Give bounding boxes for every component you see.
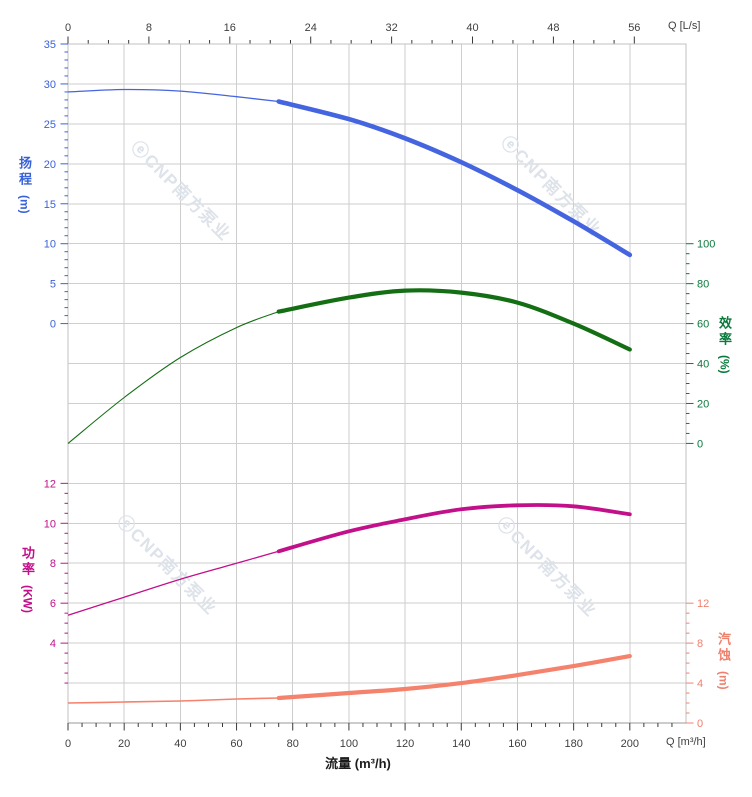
- curves: [67, 88, 633, 704]
- tick-label: 0: [65, 738, 71, 750]
- tick-label: 15: [44, 199, 56, 211]
- power-curve-thin: [67, 550, 279, 616]
- tick-label: 8: [146, 22, 152, 34]
- tick-label: 8: [697, 638, 703, 650]
- bottom-axis: 0 20 40 60 80 100 120 140 160 180 200: [65, 723, 673, 750]
- tick-label: 4: [50, 638, 56, 650]
- power-axis: 12 10 8 6 4: [44, 478, 68, 684]
- top-axis: 0 8 16 24 32 40 48 56: [65, 22, 640, 44]
- tick-label: 40: [174, 738, 186, 750]
- watermark-text: ⓔCNP南方泵业: [127, 137, 235, 245]
- tick-label: 40: [466, 22, 478, 34]
- head-axis-title-text: 扬程: [16, 156, 32, 188]
- tick-label: 0: [697, 718, 703, 730]
- plot-border: [67, 43, 687, 724]
- tick-label: 12: [697, 598, 709, 610]
- power-axis-title-text: 功率: [19, 546, 35, 578]
- tick-label: 0: [65, 22, 71, 34]
- tick-label: 30: [44, 79, 56, 91]
- tick-label: 100: [697, 239, 715, 251]
- top-axis-unit-label: Q [L/s]: [668, 20, 701, 32]
- efficiency-curve-duty: [276, 288, 632, 352]
- npsh-curve-thin: [67, 697, 279, 704]
- tick-label: 4: [697, 678, 703, 690]
- efficiency-axis-unit: (%): [717, 355, 732, 374]
- tick-label: 56: [628, 22, 640, 34]
- grid: [67, 43, 687, 724]
- tick-label: 140: [452, 738, 470, 750]
- tick-label: 20: [697, 398, 709, 410]
- tick-label: 32: [385, 22, 397, 34]
- tick-label: 5: [50, 279, 56, 291]
- tick-label: 16: [224, 22, 236, 34]
- tick-label: 180: [564, 738, 582, 750]
- tick-label: 100: [340, 738, 358, 750]
- head-axis: 35 30 25 20 15 10 5 0: [44, 39, 68, 331]
- efficiency-axis: 100 80 60 40 20 0: [686, 239, 715, 450]
- npsh-axis: 12 8 4 0: [686, 598, 709, 730]
- tick-label: 0: [50, 319, 56, 331]
- tick-label: 6: [50, 598, 56, 610]
- tick-label: 25: [44, 119, 56, 131]
- npsh-axis-title: 汽蚀 (m): [715, 632, 731, 690]
- npsh-curve-duty: [276, 654, 632, 701]
- power-axis-unit: (KW): [20, 585, 35, 613]
- head-axis-unit: (m): [17, 195, 32, 214]
- power-curve-duty: [276, 503, 632, 554]
- npsh-axis-title-text: 汽蚀: [715, 632, 731, 664]
- watermark-text: ⓔCNP南方泵业: [493, 513, 601, 621]
- head-curve-thin: [67, 88, 279, 103]
- bottom-axis-unit-label: Q [m³/h]: [666, 736, 706, 748]
- power-axis-title: 功率 (KW): [19, 546, 35, 613]
- efficiency-axis-title-text: 效率: [716, 316, 732, 348]
- tick-label: 160: [508, 738, 526, 750]
- tick-label: 0: [697, 438, 703, 450]
- tick-label: 120: [396, 738, 414, 750]
- tick-label: 12: [44, 478, 56, 490]
- tick-label: 10: [44, 518, 56, 530]
- tick-label: 80: [697, 279, 709, 291]
- flow-axis-label: 流量 (m³/h): [325, 756, 391, 771]
- tick-label: 60: [230, 738, 242, 750]
- tick-label: 200: [621, 738, 639, 750]
- tick-label: 48: [547, 22, 559, 34]
- tick-label: 80: [287, 738, 299, 750]
- tick-label: 10: [44, 239, 56, 251]
- tick-label: 20: [44, 159, 56, 171]
- tick-label: 35: [44, 39, 56, 51]
- head-curve-duty: [276, 99, 633, 258]
- tick-label: 20: [118, 738, 130, 750]
- watermark-text: ⓔCNP南方泵业: [113, 511, 221, 619]
- tick-label: 24: [305, 22, 317, 34]
- head-axis-title: 扬程 (m): [16, 156, 32, 214]
- tick-label: 40: [697, 359, 709, 371]
- efficiency-curve-thin: [67, 311, 279, 444]
- efficiency-axis-title: 效率 (%): [716, 316, 732, 374]
- tick-label: 8: [50, 558, 56, 570]
- tick-label: 60: [697, 319, 709, 331]
- npsh-axis-unit: (m): [716, 671, 731, 690]
